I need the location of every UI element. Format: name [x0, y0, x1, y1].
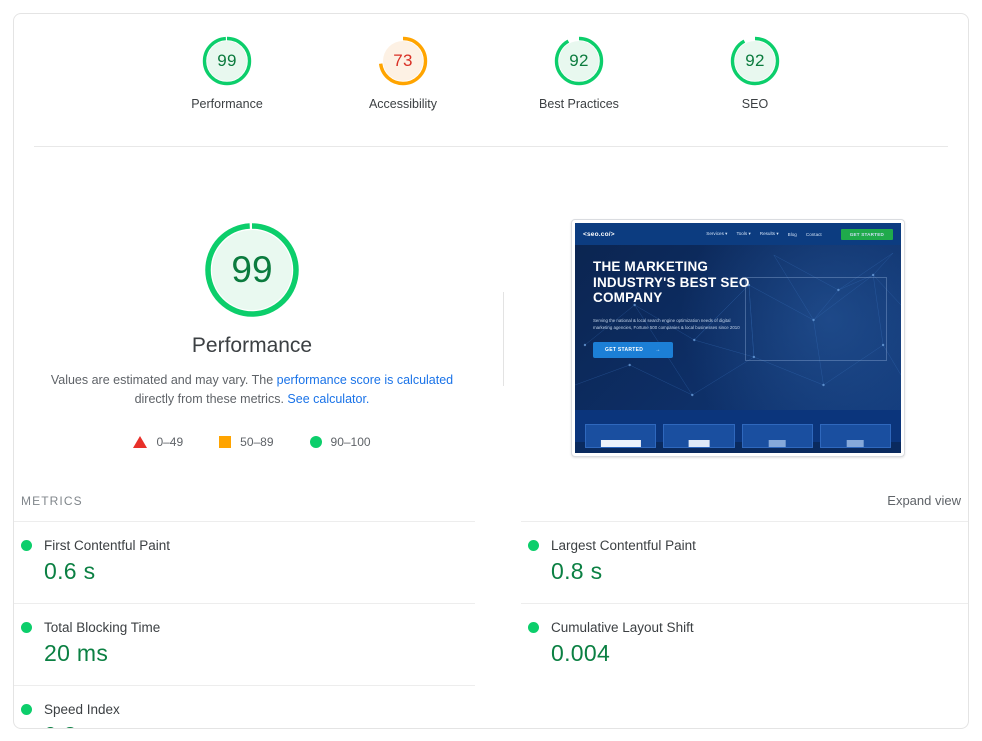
metric-row: Largest Contentful Paint [521, 538, 968, 553]
category-gauge-best-practices[interactable]: 92 Best Practices [519, 35, 639, 111]
metric-row: Speed Index [14, 702, 475, 717]
metric-cumulative-layout-shift[interactable]: Cumulative Layout Shift 0.004 [521, 603, 968, 685]
gauge-ring-performance: 99 [201, 35, 253, 87]
metric-total-blocking-time[interactable]: Total Blocking Time 20 ms [14, 603, 475, 685]
performance-score-calculated-link[interactable]: performance score is calculated [276, 373, 454, 387]
metrics-column-right: Largest Contentful Paint 0.8 s Cumulativ… [491, 521, 968, 728]
performance-score-label: Performance [191, 334, 313, 357]
metric-name: Largest Contentful Paint [551, 538, 696, 553]
site-nav-links: Services ▾ Tools ▾ Results ▾ Blog Contac… [706, 228, 893, 240]
legend-range-average: 50–89 [240, 435, 274, 449]
metric-name: First Contentful Paint [44, 538, 171, 553]
site-hero-cta-button: GET STARTED → [593, 341, 673, 358]
site-hero-banner: THE MARKETING INDUSTRY'S BEST SEO COMPAN… [575, 245, 901, 410]
status-circle-icon [21, 540, 32, 551]
metric-speed-index[interactable]: Speed Index 0.8 s [14, 685, 475, 728]
performance-score-column: 99 Performance Values are estimated and … [14, 147, 490, 487]
score-legend: 0–49 50–89 90–100 [133, 435, 371, 449]
legend-item-fail: 0–49 [133, 435, 183, 449]
gauge-label-best-practices: Best Practices [539, 97, 619, 111]
category-gauge-accessibility[interactable]: 73 Accessibility [343, 35, 463, 111]
legend-item-pass: 90–100 [309, 435, 371, 449]
performance-score-value: 99 [231, 249, 273, 290]
metric-largest-contentful-paint[interactable]: Largest Contentful Paint 0.8 s [521, 521, 968, 603]
gauge-label-seo: SEO [741, 97, 769, 111]
legend-range-fail: 0–49 [156, 435, 184, 449]
site-nav-item-tools: Tools ▾ [736, 231, 751, 236]
metric-value: 0.6 s [44, 558, 96, 584]
square-icon [219, 436, 232, 448]
status-circle-icon [21, 704, 32, 715]
site-nav-item-services: Services ▾ [706, 231, 728, 236]
performance-hero-section: 99 Performance Values are estimated and … [14, 147, 968, 487]
metric-value: 0.8 s [551, 558, 603, 584]
legend-item-average: 50–89 [219, 435, 274, 449]
gauge-value-seo: 92 [745, 51, 765, 70]
metric-row: Total Blocking Time [14, 620, 475, 635]
see-calculator-link[interactable]: See calculator. [287, 392, 370, 406]
performance-gauge-large: 99 [202, 220, 302, 320]
site-card-strip [575, 424, 901, 448]
site-paragraph: Serving the national & local search engi… [593, 317, 740, 331]
arrow-right-icon: → [655, 346, 661, 353]
gauge-ring-accessibility: 73 [377, 35, 429, 87]
section-divider [34, 146, 948, 147]
score-disclaimer: Values are estimated and may vary. The p… [42, 371, 462, 409]
site-nav-item-blog: Blog [787, 231, 797, 237]
expand-view-button[interactable]: Expand view [887, 493, 961, 508]
metric-row: Cumulative Layout Shift [521, 620, 968, 635]
gauge-ring-best-practices: 92 [553, 35, 605, 87]
site-nav-item-results: Results ▾ [759, 231, 779, 236]
site-card-item [819, 424, 891, 448]
metrics-column-left: First Contentful Paint 0.6 s Total Block… [14, 521, 491, 728]
gauge-value-performance: 99 [217, 51, 237, 70]
site-hero-media-frame [745, 277, 887, 361]
site-nav-cta-button: GET STARTED [840, 228, 893, 240]
circle-icon [309, 436, 322, 448]
metrics-title: METRICS [21, 494, 83, 508]
final-screenshot-thumbnail[interactable]: <seo.co/> Services ▾ Tools ▾ Results ▾ B… [571, 219, 905, 457]
category-score-strip: 99 Performance 73 Accessibility [14, 14, 968, 134]
gauge-value-best-practices: 92 [569, 51, 589, 70]
site-lower-band [575, 410, 901, 448]
metric-row: First Contentful Paint [14, 538, 475, 553]
disclaimer-text-2: directly from these metrics. [134, 392, 288, 406]
site-card-item [663, 424, 735, 448]
site-card-item [585, 424, 657, 448]
metric-value: 0.8 s [14, 722, 475, 728]
status-circle-icon [21, 622, 32, 633]
metric-name: Speed Index [44, 702, 120, 717]
site-hero-cta-label: GET STARTED [605, 346, 644, 353]
metric-first-contentful-paint[interactable]: First Contentful Paint 0.6 s [14, 521, 475, 603]
gauge-value-accessibility: 73 [393, 51, 413, 70]
metric-value: 0.004 [551, 640, 611, 666]
legend-range-pass: 90–100 [330, 435, 371, 449]
gauge-label-accessibility: Accessibility [368, 97, 438, 111]
metric-name: Total Blocking Time [44, 620, 161, 635]
site-nav-item-contact: Contact [805, 231, 822, 237]
report-card: 99 Performance 73 Accessibility [13, 13, 969, 729]
site-card-item [741, 424, 813, 448]
triangle-icon [133, 436, 148, 448]
metric-name: Cumulative Layout Shift [551, 620, 694, 635]
metrics-grid: First Contentful Paint 0.6 s Total Block… [14, 521, 968, 728]
metric-value: 20 ms [44, 640, 109, 666]
category-gauge-performance[interactable]: 99 Performance [167, 35, 287, 111]
gauge-label-performance: Performance [191, 97, 263, 111]
status-circle-icon [528, 540, 539, 551]
gauge-ring-seo: 92 [729, 35, 781, 87]
site-preview-navbar: <seo.co/> Services ▾ Tools ▾ Results ▾ B… [575, 223, 901, 245]
metrics-header: METRICS Expand view [14, 487, 968, 519]
site-preview: <seo.co/> Services ▾ Tools ▾ Results ▾ B… [575, 223, 901, 453]
site-headline: THE MARKETING INDUSTRY'S BEST SEO COMPAN… [593, 259, 750, 305]
category-gauge-seo[interactable]: 92 SEO [695, 35, 815, 111]
disclaimer-text-1: Values are estimated and may vary. The [50, 373, 277, 387]
site-hero-copy: THE MARKETING INDUSTRY'S BEST SEO COMPAN… [593, 259, 768, 358]
status-circle-icon [528, 622, 539, 633]
hero-vertical-divider [503, 292, 504, 386]
site-logo: <seo.co/> [583, 230, 615, 238]
